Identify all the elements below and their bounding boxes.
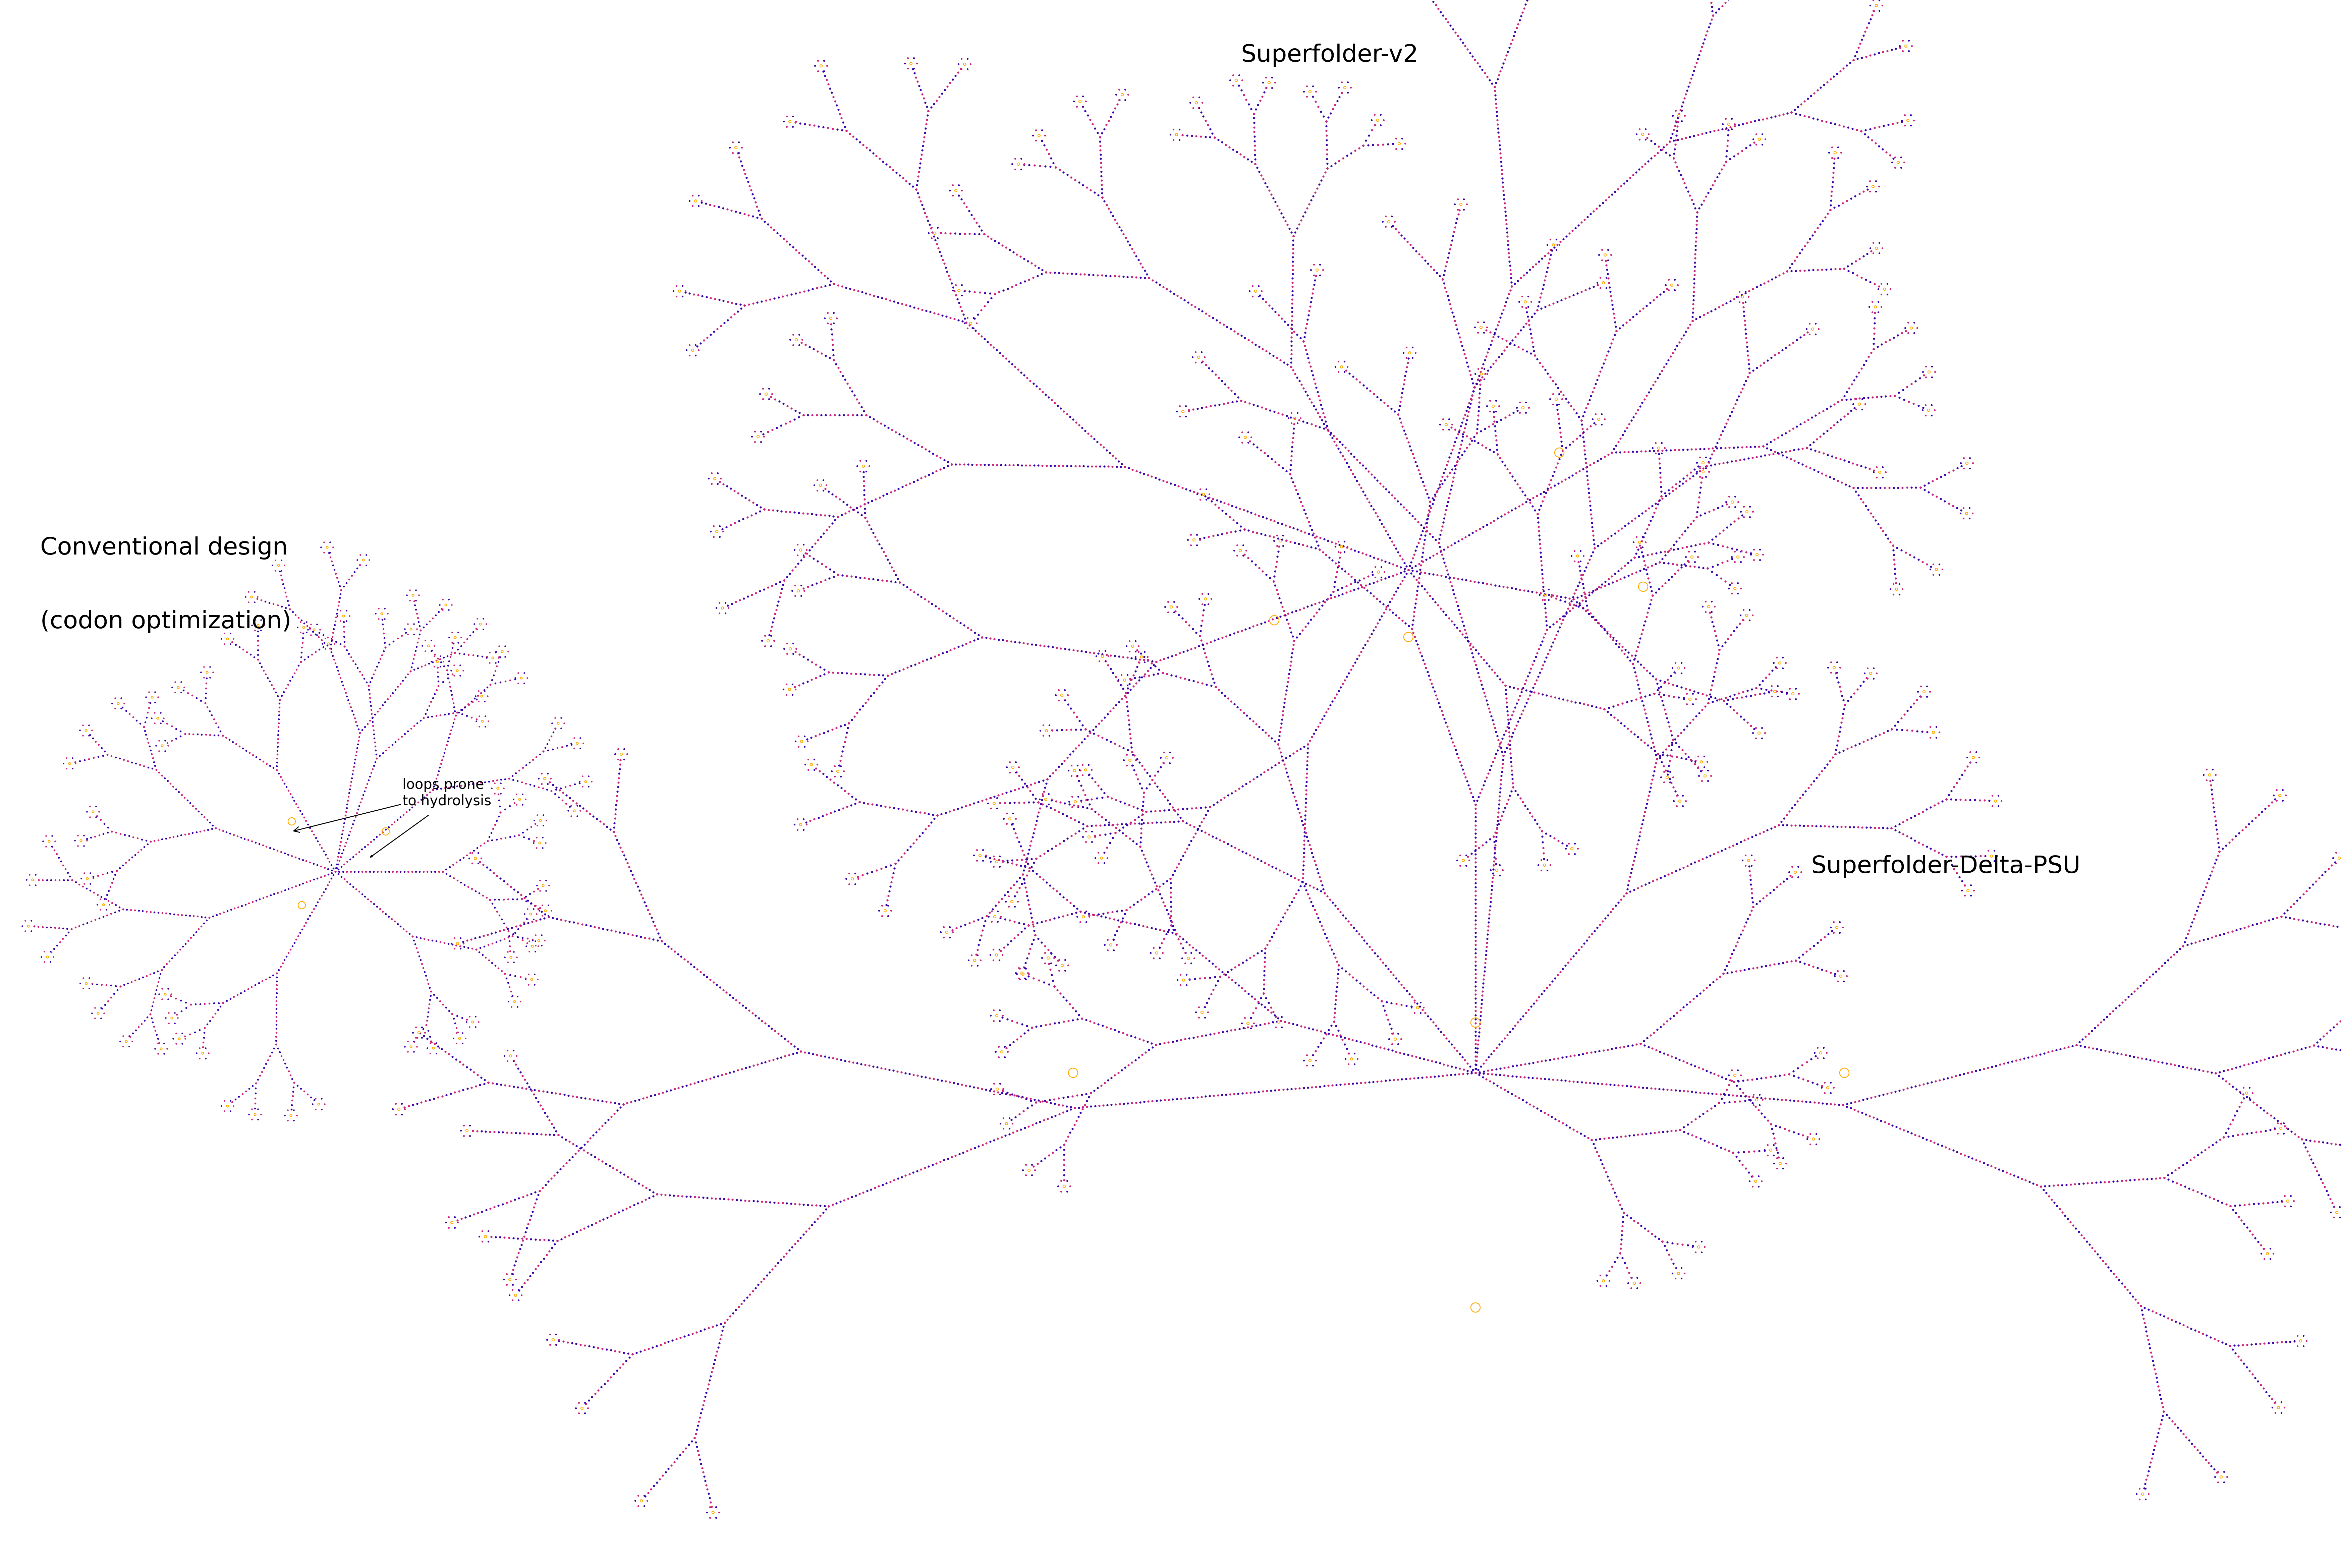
Text: Superfolder-Delta-PSU: Superfolder-Delta-PSU bbox=[1812, 855, 2081, 878]
Text: Superfolder-v2: Superfolder-v2 bbox=[1241, 44, 1419, 67]
Text: Conventional design: Conventional design bbox=[40, 536, 288, 560]
Text: loops prone
to hydrolysis: loops prone to hydrolysis bbox=[293, 778, 492, 833]
Text: (codon optimization): (codon optimization) bbox=[40, 610, 290, 633]
